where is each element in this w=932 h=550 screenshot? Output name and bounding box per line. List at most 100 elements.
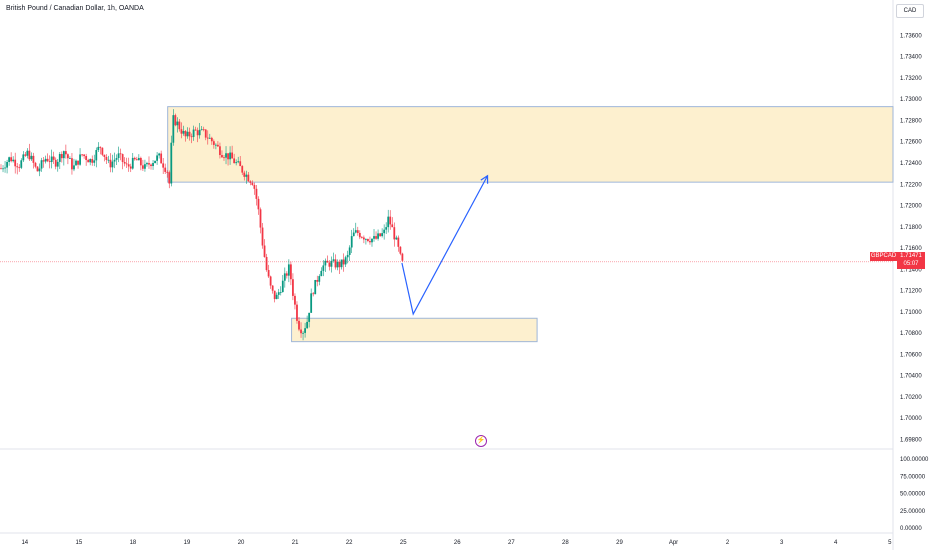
candle-body	[308, 312, 311, 322]
candle-body	[294, 295, 296, 305]
candle-body	[8, 157, 11, 162]
candle-body	[18, 167, 21, 169]
candle-body	[107, 159, 110, 161]
candle-body	[58, 154, 61, 162]
candle-body	[14, 159, 17, 167]
candle-body	[283, 273, 286, 281]
candle-body	[73, 165, 75, 170]
time-axis-tick: 5	[888, 540, 892, 546]
candle-body	[154, 160, 156, 163]
candle-body	[188, 131, 191, 137]
candle-body	[16, 166, 19, 168]
candle-body	[176, 121, 179, 126]
candle-body	[316, 279, 319, 282]
candle-body	[360, 237, 363, 239]
price-axis-tick: 1.71400	[900, 267, 922, 273]
candle-body	[123, 161, 126, 164]
candle-body	[344, 257, 347, 265]
candle-body	[371, 238, 373, 243]
oscillator-axis-tick: 100.00000	[900, 457, 929, 463]
candle-body	[302, 332, 304, 334]
price-axis-tick: 1.69800	[900, 437, 922, 443]
projection-drawing[interactable]	[401, 174, 489, 316]
candle-body	[219, 146, 221, 156]
candle-body	[255, 188, 258, 199]
candle-body	[56, 161, 59, 167]
candle-body	[265, 256, 268, 271]
price-axis-tick: 1.72000	[900, 204, 922, 210]
candle-body	[142, 165, 144, 169]
candle-body	[328, 262, 331, 267]
candle-body	[223, 157, 225, 159]
currency-button[interactable]: CAD	[896, 4, 924, 18]
candle-body	[217, 144, 219, 147]
candle-body	[375, 236, 377, 239]
zone-rectangles[interactable]	[167, 106, 894, 343]
candle-body	[342, 259, 345, 265]
price-value: 1.71471	[900, 253, 922, 259]
candle-body	[227, 153, 229, 160]
candle-body	[24, 154, 27, 156]
chart-title: British Pound / Canadian Dollar, 1h, OAN…	[6, 5, 144, 12]
time-axis-tick: 29	[616, 540, 623, 546]
candle-body	[162, 163, 165, 168]
candles	[0, 109, 404, 341]
candle-body	[152, 162, 154, 167]
price-axis-tick: 1.71800	[900, 225, 922, 231]
time-axis-tick: 20	[238, 540, 245, 546]
price-axis-tick: 1.73400	[900, 55, 922, 61]
candle-body	[156, 155, 158, 161]
candle-body	[166, 171, 169, 173]
candle-body	[399, 246, 402, 254]
candle-body	[172, 115, 175, 143]
candle-body	[131, 157, 134, 169]
candle-body	[350, 236, 353, 248]
candle-body	[401, 253, 404, 261]
time-axis-tick: 14	[21, 540, 28, 546]
candle-body	[298, 320, 300, 330]
projection-path[interactable]	[401, 175, 489, 316]
candle-body	[111, 161, 114, 168]
candle-body	[249, 181, 252, 183]
candle-body	[229, 152, 231, 160]
candle-body	[117, 153, 120, 159]
countdown-value: 05:07	[903, 261, 919, 267]
oscillator-axis-tick: 25.00000	[900, 509, 926, 515]
candle-body	[194, 129, 197, 131]
candle-body	[377, 233, 379, 239]
candle-body	[279, 292, 282, 293]
candle-body	[192, 129, 195, 137]
candle-body	[190, 136, 193, 138]
supply-demand-zone[interactable]	[291, 317, 538, 343]
candle-body	[77, 160, 79, 165]
candle-body	[340, 259, 343, 268]
candle-body	[395, 237, 398, 240]
candle-body	[52, 156, 55, 160]
candle-body	[139, 157, 142, 166]
candle-body	[214, 144, 217, 146]
candle-body	[318, 276, 321, 282]
price-axis-tick: 1.71600	[900, 246, 922, 252]
lightning-icon[interactable]: ⚡	[475, 435, 487, 447]
candle-body	[241, 166, 244, 173]
candle-body	[231, 152, 234, 159]
candle-body	[358, 232, 361, 238]
candle-body	[212, 141, 215, 145]
supply-demand-zone[interactable]	[167, 106, 894, 183]
candle-body	[245, 174, 248, 177]
candle-body	[369, 241, 371, 243]
symbol-price-tag: GBPCAD	[870, 252, 897, 261]
oscillator-axis-tick: 0.00000	[900, 526, 922, 532]
price-axis-tick: 1.72400	[900, 161, 922, 167]
time-axis-tick: 19	[184, 540, 191, 546]
candle-body	[146, 163, 148, 165]
price-axis-tick: 1.73000	[900, 97, 922, 103]
candle-body	[32, 155, 35, 163]
price-axis-tick: 1.70800	[900, 331, 922, 337]
candle-body	[296, 304, 298, 321]
candle-body	[202, 129, 205, 131]
candle-body	[87, 159, 90, 163]
candle-body	[210, 137, 213, 142]
candle-body	[346, 254, 349, 258]
